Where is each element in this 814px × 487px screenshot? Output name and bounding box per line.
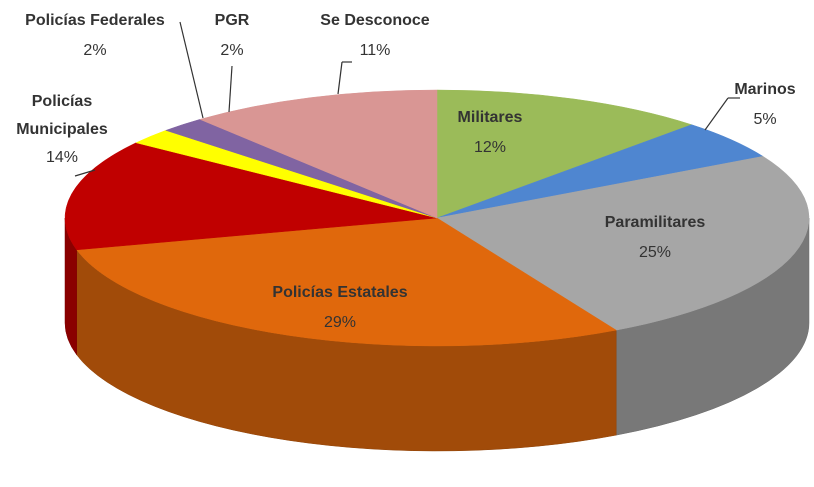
- slice-name: Se Desconoce: [320, 12, 430, 29]
- slice-name: Marinos: [734, 81, 796, 98]
- slice-label: Se Desconoce 11%: [320, 6, 429, 66]
- slice-name: Policías Federales: [25, 12, 165, 29]
- slice-value: 29%: [323, 314, 357, 331]
- slice-name: Policías Estatales: [272, 284, 408, 301]
- slice-value: 11%: [359, 42, 391, 59]
- slice-label: Policías Federales 2%: [25, 6, 165, 66]
- slice-value: 25%: [638, 244, 672, 261]
- slice-label: PGR 2%: [215, 6, 250, 66]
- pie-slice: [436, 89, 693, 219]
- slice-label: Policías Estatales 29%: [272, 278, 407, 338]
- slice-label: Paramilitares 25%: [605, 208, 706, 268]
- slice-value: 5%: [753, 111, 777, 128]
- slice-name: Policías Municipales: [16, 93, 108, 138]
- leader-line: [704, 97, 729, 131]
- pie-slice: [64, 142, 438, 251]
- slice-value: 14%: [45, 149, 79, 166]
- pie-slice: [436, 156, 810, 331]
- slice-label: Militares 12%: [458, 103, 523, 163]
- slice-value: 2%: [220, 42, 244, 59]
- pie-slice: [76, 217, 617, 347]
- slice-label: Marinos 5%: [734, 75, 795, 135]
- slice-name: Militares: [457, 109, 523, 126]
- leader-line: [74, 169, 96, 177]
- slice-value: 12%: [473, 139, 507, 156]
- leader-line: [179, 21, 204, 119]
- pie-slice: [199, 89, 438, 219]
- leader-line: [337, 61, 343, 95]
- slice-name: PGR: [214, 12, 250, 29]
- slice-label: Policías Municipales 14%: [7, 88, 117, 172]
- leader-lines: [74, 21, 740, 177]
- leader-line: [228, 65, 233, 113]
- slice-name: Paramilitares: [604, 214, 706, 231]
- slice-value: 2%: [83, 42, 107, 59]
